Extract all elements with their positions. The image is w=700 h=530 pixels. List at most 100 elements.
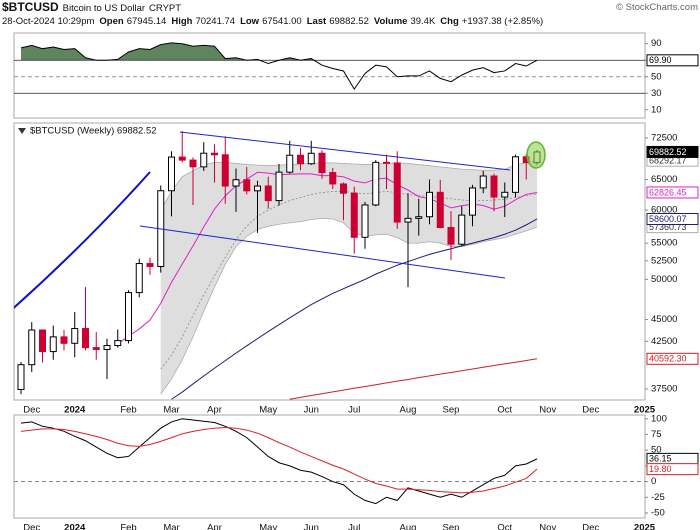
candle-body bbox=[340, 183, 347, 194]
candle-body bbox=[415, 216, 423, 219]
y-tick-label: 50 bbox=[651, 445, 662, 456]
y-tick-label: 100 bbox=[651, 413, 667, 424]
x-tick-label: Feb bbox=[120, 405, 136, 416]
y-tick-label: 90 bbox=[651, 38, 662, 49]
y-tick-label: 45000 bbox=[651, 314, 677, 325]
candle-body bbox=[146, 263, 154, 267]
value-tag-label: 40592.30 bbox=[649, 354, 687, 364]
y-tick-label: 37500 bbox=[651, 383, 677, 394]
candle-body bbox=[221, 154, 229, 187]
trendline bbox=[179, 131, 511, 171]
candle-body bbox=[318, 152, 326, 174]
y-tick-label: 55000 bbox=[651, 238, 677, 249]
header-line: $BTCUSD Bitcoin to US Dollar CRYPT © StockC… bbox=[2, 0, 698, 15]
value-tag-label: 69882.52 bbox=[649, 147, 687, 157]
x-tick-label: Apr bbox=[207, 405, 222, 416]
stat: Last 69882.52 bbox=[307, 16, 369, 27]
stat-label: Last bbox=[306, 16, 327, 27]
candle-body bbox=[49, 336, 57, 353]
candle-body bbox=[501, 191, 509, 198]
candle-body bbox=[200, 152, 208, 168]
x-tick-label: 2025 bbox=[634, 523, 656, 530]
panel-frame bbox=[13, 32, 646, 119]
x-tick-label: Jun bbox=[304, 405, 319, 416]
datetime: 28-Oct-2024 10:29pm bbox=[2, 16, 95, 27]
candle-body bbox=[17, 364, 25, 390]
stat-value: 67541.00 bbox=[262, 16, 302, 27]
x-tick-label: Oct bbox=[497, 523, 512, 530]
candle-body bbox=[168, 156, 175, 192]
y-tick-label: -25 bbox=[651, 492, 665, 503]
stat: Low 67541.00 bbox=[240, 16, 302, 27]
x-tick-label: Nov bbox=[539, 523, 556, 530]
plot-area bbox=[14, 418, 645, 505]
y-tick-label: 60000 bbox=[651, 205, 677, 216]
panel-frame bbox=[13, 414, 646, 519]
value-tag bbox=[646, 186, 699, 199]
x-tick-label: 2024 bbox=[64, 523, 86, 530]
candle-body bbox=[178, 156, 186, 161]
candle-body bbox=[103, 345, 111, 350]
x-tick-label: Dec bbox=[582, 523, 599, 530]
y-tick-label: 10 bbox=[651, 104, 662, 115]
value-tag-label: 19.80 bbox=[649, 464, 672, 474]
x-tick-label: Mar bbox=[163, 523, 179, 530]
value-tag bbox=[646, 145, 699, 158]
candle-body bbox=[469, 187, 476, 216]
candle-body bbox=[297, 154, 304, 165]
x-tick-label: Dec bbox=[582, 405, 599, 416]
stat-value: 69882.52 bbox=[329, 16, 369, 27]
x-tick-label: Dec bbox=[23, 523, 40, 530]
y-tick-label: -50 bbox=[651, 507, 665, 518]
y-tick-label: 50000 bbox=[651, 274, 677, 285]
value-tag-label: 57360.73 bbox=[649, 222, 687, 232]
candle-body bbox=[383, 161, 390, 164]
instrument-name: Bitcoin to US Dollar bbox=[62, 3, 146, 14]
y-tick-label: 0 bbox=[651, 476, 656, 487]
candle-body bbox=[71, 328, 79, 344]
candle-body bbox=[28, 329, 36, 366]
stat-label: Open bbox=[99, 16, 124, 27]
candle-body bbox=[275, 171, 283, 202]
value-tag bbox=[646, 463, 699, 476]
stat-label: Volume bbox=[373, 16, 408, 27]
candle-body bbox=[404, 217, 412, 223]
indicator-line bbox=[20, 418, 538, 505]
x-tick-label: Mar bbox=[163, 405, 179, 416]
candle-body bbox=[189, 159, 197, 168]
candle-body bbox=[458, 214, 466, 245]
candle-body bbox=[211, 152, 218, 156]
symbol: $BTCUSD bbox=[2, 0, 59, 14]
annotations: $BTCUSD (Weekly) 69882.52 bbox=[14, 126, 546, 309]
x-tick-label: Sep bbox=[443, 523, 460, 530]
candle-body bbox=[479, 175, 487, 189]
candle-body bbox=[286, 154, 294, 173]
candle-body bbox=[39, 329, 46, 353]
candle-body bbox=[447, 227, 455, 245]
moving-average bbox=[117, 171, 538, 345]
value-tag-label: 58600.07 bbox=[649, 214, 687, 224]
y-tick-label: 52500 bbox=[651, 255, 677, 266]
stat-label: Low bbox=[240, 16, 260, 27]
overbought-area bbox=[21, 42, 537, 61]
candle-body bbox=[372, 161, 380, 206]
x-tick-label: May bbox=[259, 405, 277, 416]
stat-label: Chg bbox=[440, 16, 459, 27]
value-tag bbox=[646, 352, 699, 365]
value-tag-label: 62826.45 bbox=[649, 187, 687, 197]
candle-body bbox=[254, 185, 261, 192]
y-tick-label: 72500 bbox=[651, 132, 677, 143]
x-tick-label: Apr bbox=[207, 523, 222, 530]
x-tick-label: Dec bbox=[23, 405, 40, 416]
x-tick-label: Jun bbox=[304, 523, 319, 530]
y-tick-label: 50 bbox=[651, 71, 662, 82]
plot-area bbox=[14, 42, 645, 94]
value-tag-label: 36.15 bbox=[649, 454, 672, 464]
x-tick-label: Aug bbox=[400, 405, 417, 416]
x-tick-label: Feb bbox=[120, 523, 136, 530]
candle-body bbox=[512, 156, 519, 193]
stat-label: High bbox=[171, 16, 193, 27]
value-tag-label: 69.90 bbox=[649, 55, 672, 65]
legend-label: $BTCUSD (Weekly) 69882.52 bbox=[30, 126, 157, 137]
